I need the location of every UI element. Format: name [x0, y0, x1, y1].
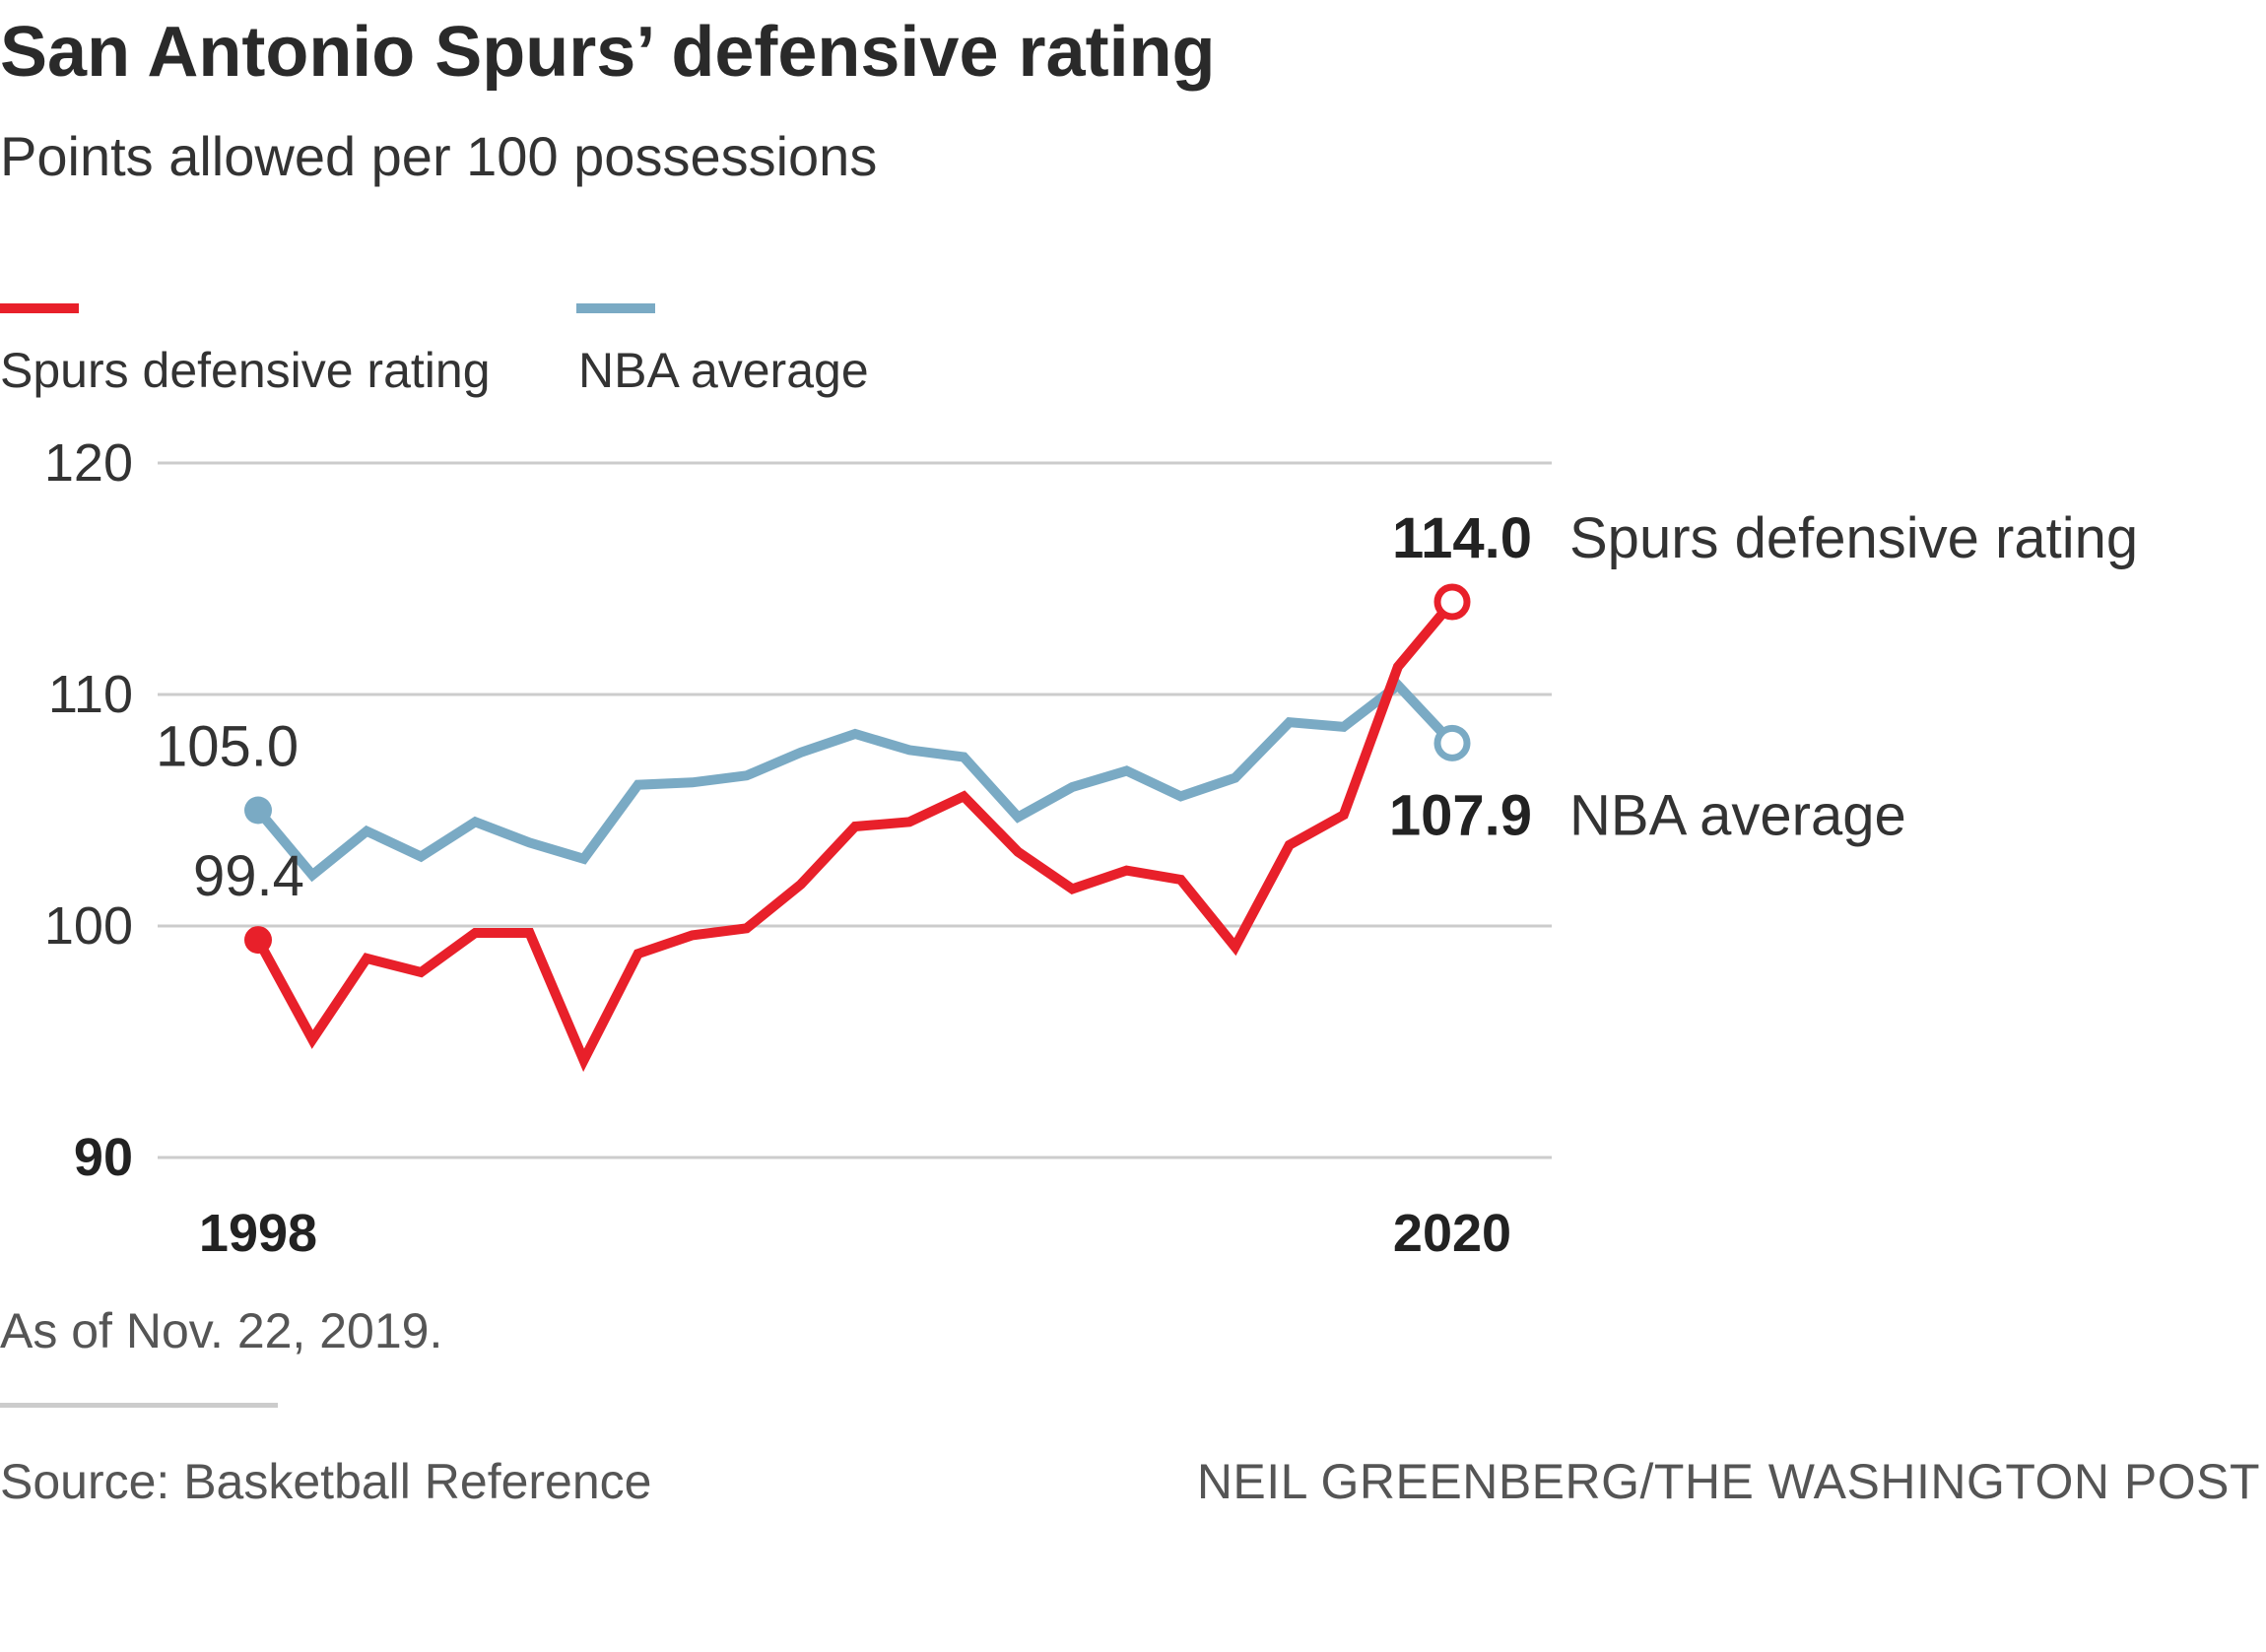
start-value-spurs: 99.4	[193, 844, 304, 908]
x-tick-label-2020: 2020	[1393, 1204, 1511, 1263]
chart-note: As of Nov. 22, 2019.	[0, 1303, 442, 1358]
chart-title: San Antonio Spurs’ defensive rating	[0, 13, 1216, 92]
start-point-nba	[244, 796, 272, 825]
end-point-nba	[1433, 724, 1471, 761]
footer-divider	[0, 1403, 278, 1408]
y-axis-ticks: 90 100 110 120	[44, 433, 133, 1187]
legend: Spurs defensive rating NBA average	[0, 303, 869, 398]
end-point-spurs	[1433, 583, 1471, 621]
series-labels: 114.0 Spurs defensive rating 107.9 NBA aver…	[156, 506, 2138, 908]
end-value-nba: 107.9	[1389, 783, 1532, 847]
credit-text: NEIL GREENBERG/THE WASHINGTON POST	[1197, 1454, 2260, 1509]
chart-subtitle: Points allowed per 100 possessions	[0, 125, 877, 187]
y-tick-label-90: 90	[74, 1128, 133, 1187]
end-name-nba: NBA average	[1569, 783, 1906, 847]
series-line-spurs	[253, 598, 1456, 1073]
legend-label-spurs: Spurs defensive rating	[0, 343, 491, 398]
series-lines	[244, 583, 1471, 1073]
start-value-nba: 105.0	[156, 715, 299, 779]
series-line-nba	[254, 678, 1456, 883]
x-tick-label-1998: 1998	[199, 1204, 317, 1263]
end-value-spurs: 114.0	[1392, 506, 1532, 570]
x-axis-ticks: 1998 2020	[199, 1204, 1511, 1263]
start-point-spurs	[244, 926, 272, 955]
legend-label-nba: NBA average	[578, 343, 869, 398]
y-tick-label-120: 120	[44, 433, 133, 493]
y-tick-label-100: 100	[44, 896, 133, 956]
gridlines	[158, 461, 1552, 1159]
source-text: Source: Basketball Reference	[0, 1454, 651, 1509]
legend-swatch-nba	[576, 303, 655, 313]
end-name-spurs: Spurs defensive rating	[1569, 506, 2138, 570]
y-tick-label-110: 110	[48, 665, 133, 724]
legend-swatch-spurs	[0, 303, 79, 313]
